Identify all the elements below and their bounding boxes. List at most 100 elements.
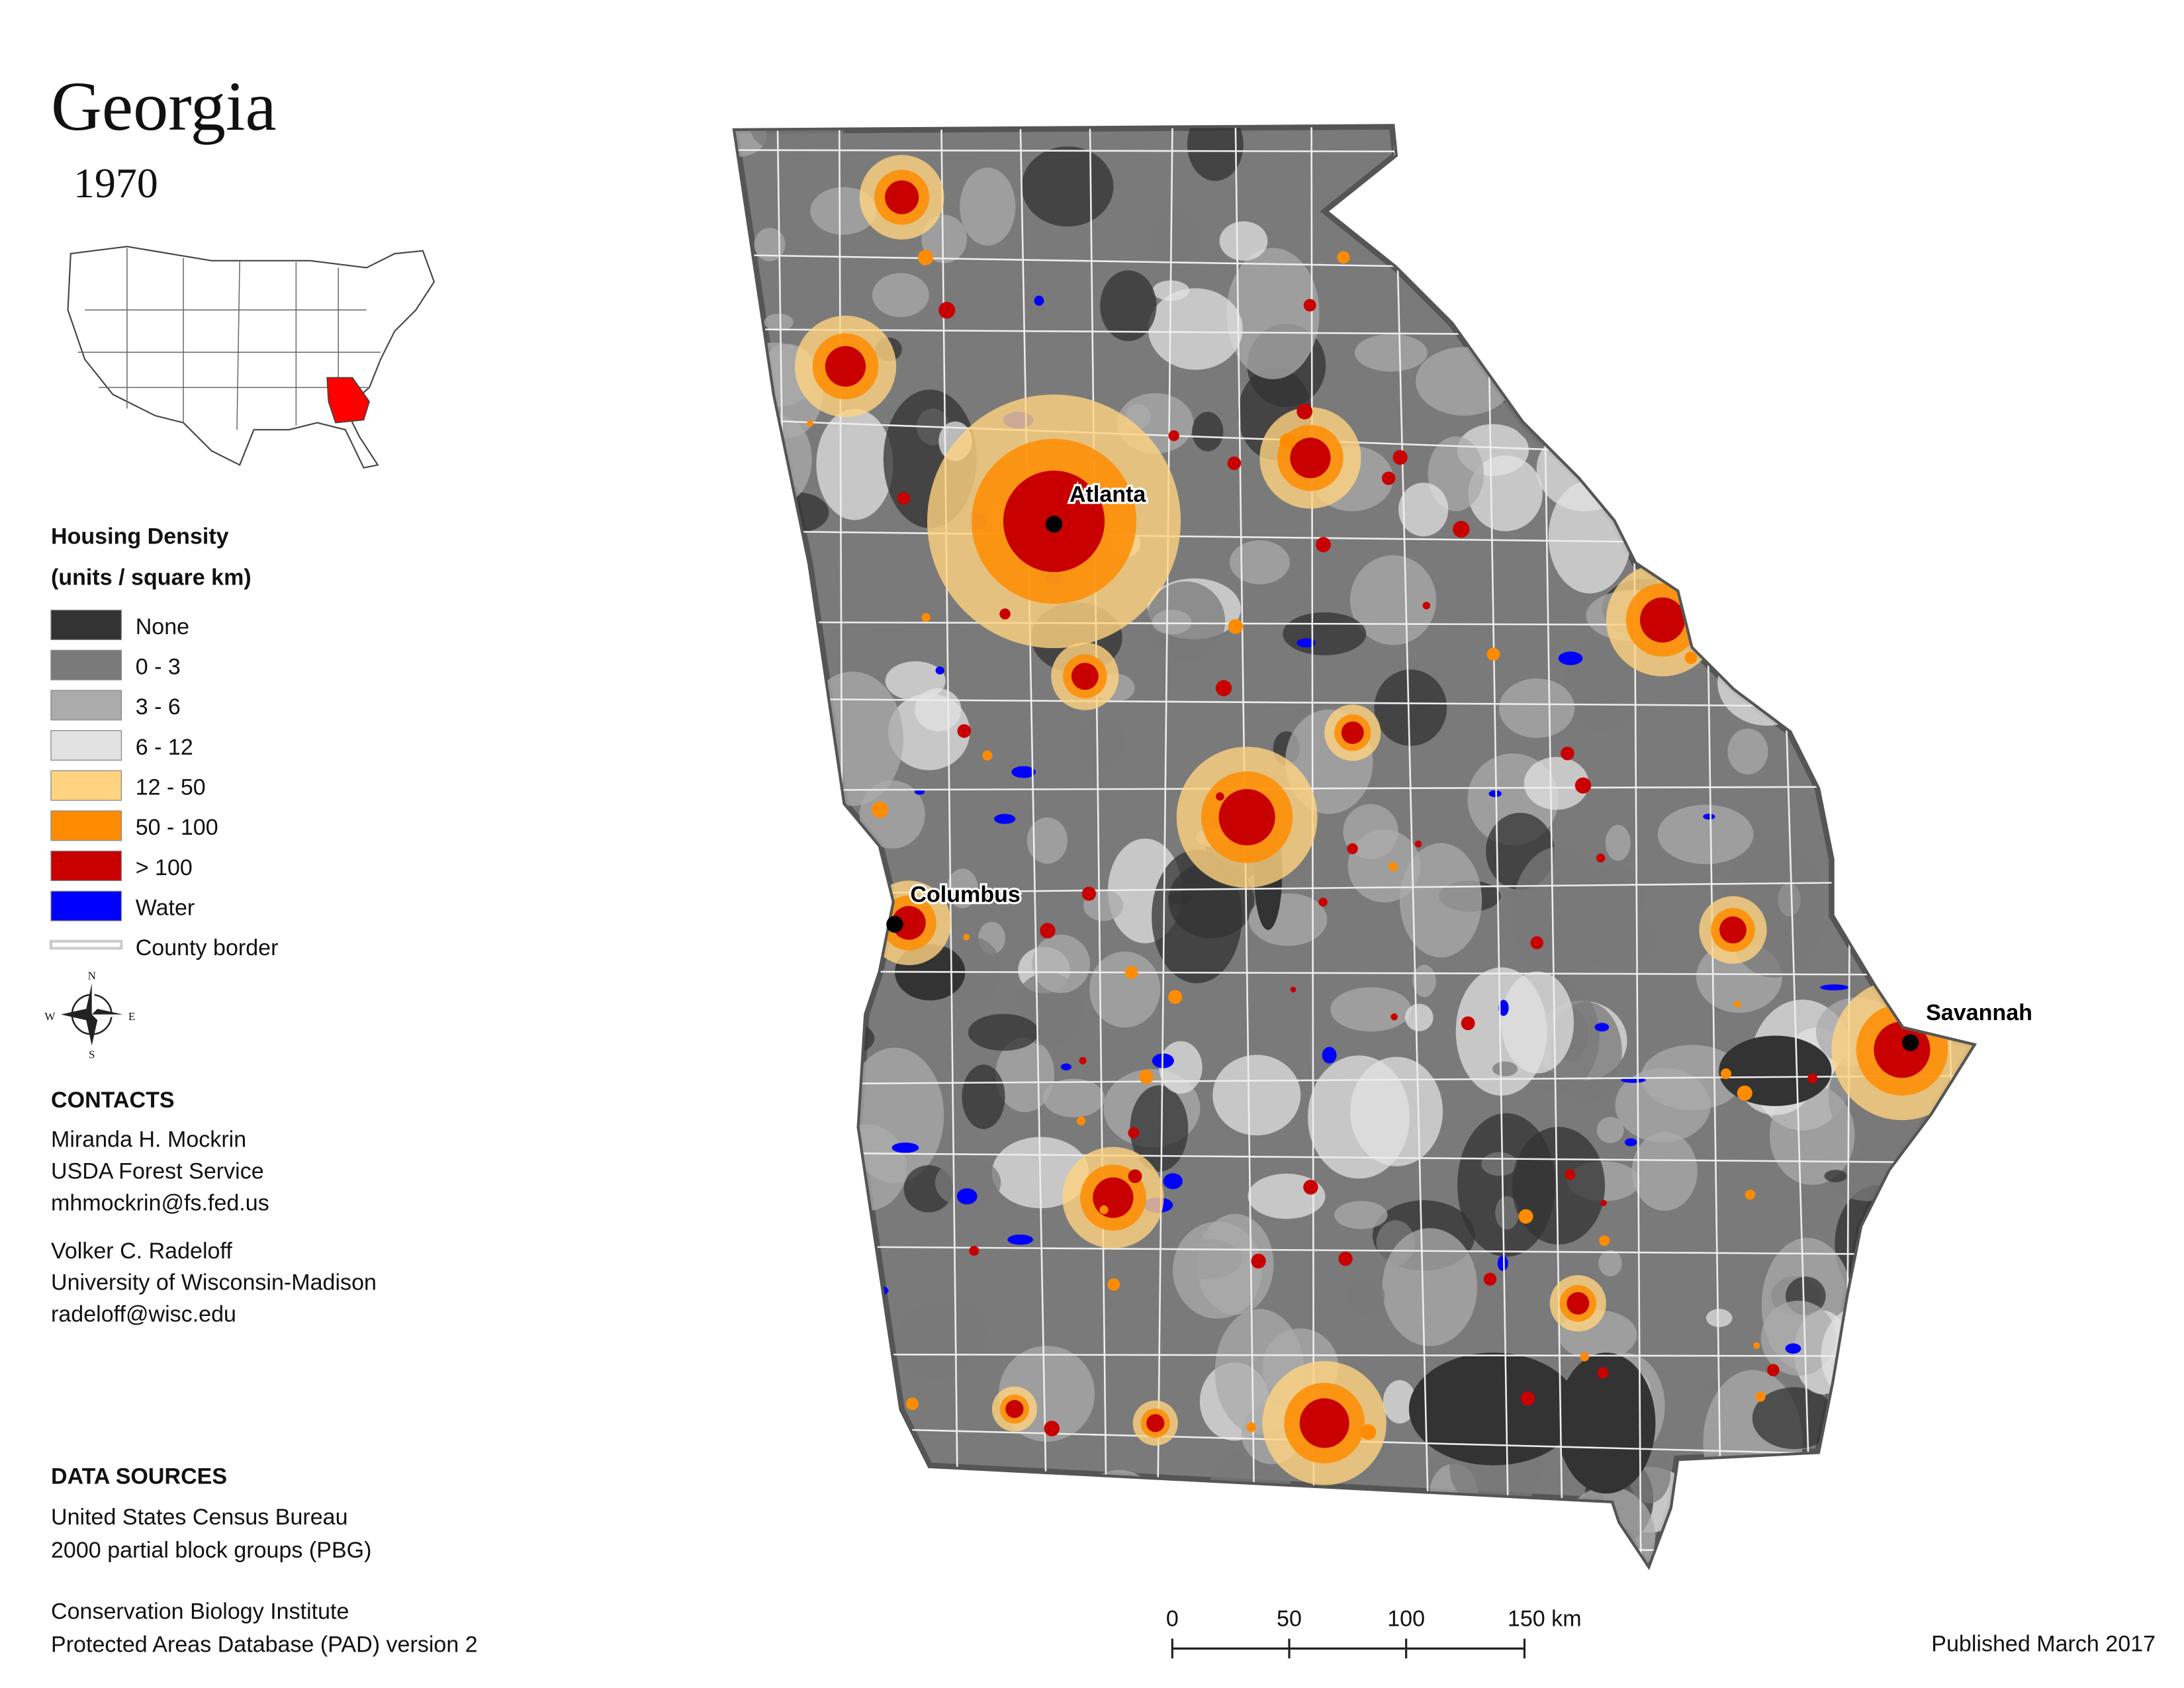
town: [1360, 1424, 1377, 1440]
town: [1337, 251, 1350, 264]
density-patch: [1903, 326, 1970, 368]
water-patch: [1703, 814, 1715, 820]
density-patch: [1815, 1439, 1877, 1531]
density-patch: [1187, 126, 1244, 181]
density-patch: [816, 408, 893, 520]
urban-core: [1093, 1177, 1134, 1218]
water-patch: [1624, 1138, 1637, 1147]
density-patch: [1886, 1344, 1973, 1458]
town: [1246, 1422, 1257, 1432]
water-patch: [1820, 984, 1849, 991]
density-patch: [1524, 757, 1589, 810]
city-dot: [886, 915, 903, 933]
data-source-line: 2000 partial block groups (PBG): [51, 1538, 371, 1563]
density-patch: [1518, 224, 1588, 261]
density-patch: [1833, 375, 1910, 452]
density-patch: [851, 1291, 887, 1323]
density-patch: [817, 1021, 875, 1056]
town: [1574, 777, 1592, 794]
town: [1745, 1190, 1756, 1200]
density-patch: [946, 868, 978, 908]
town: [1597, 1367, 1609, 1379]
water-patch: [1297, 638, 1316, 648]
density-patch: [1719, 167, 1780, 236]
contact-line: Volker C. Radeloff: [51, 1239, 232, 1264]
county-border: [1019, 126, 1048, 1564]
density-patch: [921, 214, 968, 263]
water-patch: [782, 1432, 809, 1446]
density-patch: [735, 846, 825, 993]
urban-core: [825, 346, 866, 387]
legend-label: 0 - 3: [136, 655, 181, 680]
density-patch: [1066, 1470, 1173, 1564]
density-patch: [1512, 846, 1608, 982]
density-patch: [1770, 218, 1839, 317]
water-patch: [1594, 1023, 1610, 1032]
density-patch: [1882, 239, 1973, 304]
us-inset-map: [67, 246, 435, 469]
town: [1596, 853, 1606, 863]
density-patch: [1080, 1546, 1106, 1564]
density-patch: [1334, 1201, 1388, 1229]
urban-core: [891, 906, 926, 940]
city-dot: [1901, 1034, 1919, 1051]
city-dot: [1045, 516, 1063, 533]
legend-swatch: [50, 690, 122, 721]
compass-letter: N: [88, 969, 96, 982]
town: [1215, 680, 1232, 696]
density-patch: [1504, 338, 1609, 449]
density-patch: [1350, 1056, 1443, 1166]
legend-swatch: [49, 939, 123, 950]
density-patch: [1895, 1488, 1923, 1510]
density-patch: [1847, 1340, 1951, 1413]
density-patch: [1584, 370, 1617, 387]
town: [1805, 708, 1815, 719]
town: [1518, 1209, 1533, 1224]
town: [1723, 523, 1730, 530]
density-patch: [1548, 480, 1631, 594]
compass-letter: S: [89, 1049, 95, 1061]
town: [1453, 520, 1470, 538]
town: [1720, 1068, 1732, 1080]
density-patch: [1857, 126, 1891, 138]
density-patch: [1823, 426, 1897, 530]
density-patch: [1486, 314, 1547, 354]
town: [1257, 796, 1263, 802]
density-patch: [735, 126, 767, 157]
water-patch: [935, 666, 944, 675]
town: [969, 1246, 979, 1256]
town: [1483, 1272, 1497, 1286]
town: [1599, 1235, 1610, 1246]
density-patch: [1148, 288, 1243, 370]
density-patch: [1760, 1300, 1836, 1376]
town: [1392, 449, 1408, 465]
town: [1914, 1284, 1921, 1291]
density-patch: [1824, 1170, 1847, 1182]
density-patch: [752, 1316, 784, 1354]
density-patch: [1827, 1329, 1925, 1468]
town: [1862, 670, 1869, 677]
county-border: [735, 1536, 1973, 1556]
density-patch: [1383, 1380, 1417, 1424]
urban-core: [1005, 1399, 1024, 1419]
water-patch: [1034, 295, 1044, 306]
scale-label: 150 km: [1508, 1606, 1582, 1631]
water-patch: [956, 1188, 978, 1205]
legend-swatch: [50, 770, 122, 801]
density-patch: [735, 1421, 756, 1479]
legend-label: > 100: [136, 855, 193, 880]
town: [1414, 840, 1422, 848]
density-patch: [1042, 1078, 1105, 1117]
legend-label: County border: [136, 935, 279, 961]
legend-title: Housing Density: [51, 524, 229, 549]
town: [1297, 403, 1313, 420]
urban-core: [1146, 1414, 1165, 1432]
county-border: [735, 1074, 1973, 1086]
density-patch: [1330, 987, 1412, 1032]
water-patch: [1007, 1234, 1034, 1245]
town: [1227, 456, 1242, 470]
town: [938, 302, 956, 319]
town: [1857, 888, 1874, 906]
density-patch: [774, 1195, 829, 1227]
urban-core: [1299, 1398, 1349, 1448]
